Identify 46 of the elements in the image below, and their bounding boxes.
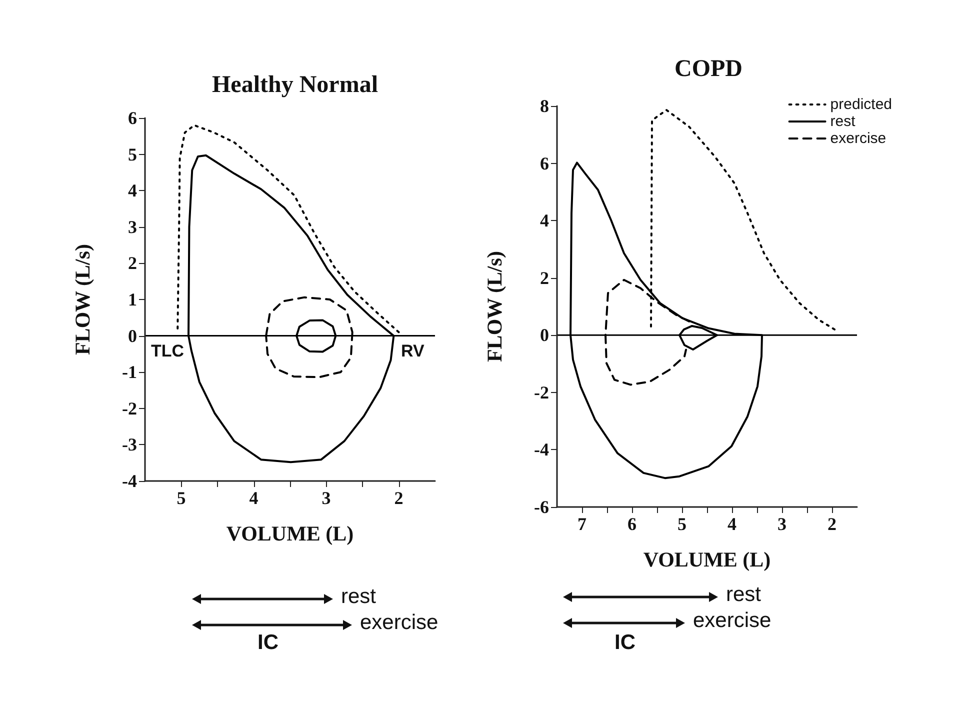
y-axis-title: FLOW (L/s): [70, 244, 94, 356]
x-tick-label: 2: [828, 514, 836, 534]
annotation: RV: [401, 341, 425, 360]
annotation: TLC: [150, 341, 184, 360]
text: exercise: [360, 611, 438, 635]
x-tick-label: 4: [249, 488, 258, 508]
legend-label: exercise: [830, 130, 886, 147]
y-tick-label: 5: [128, 144, 137, 164]
y-tick-label: -4: [534, 440, 549, 460]
chart-title: Healthy Normal: [212, 72, 378, 98]
y-tick-label: 1: [128, 290, 137, 310]
y-tick-label: 0: [540, 325, 549, 346]
y-tick-label: 6: [540, 153, 549, 174]
y-tick-label: 4: [540, 210, 549, 231]
y-tick-label: -2: [534, 382, 549, 402]
text: IC: [256, 631, 280, 655]
y-tick-label: 0: [128, 326, 137, 346]
x-tick-label: 4: [728, 514, 736, 534]
y-tick-label: 2: [540, 268, 549, 288]
text: IC: [614, 631, 636, 655]
y-tick-label: -3: [122, 434, 137, 455]
legend-label: predicted: [830, 96, 892, 113]
y-axis-title: FLOW (L/s): [482, 250, 506, 362]
text: exercise: [693, 609, 772, 633]
text: rest: [341, 585, 376, 609]
y-tick-label: 6: [128, 108, 137, 128]
chart-title: COPD: [674, 56, 742, 82]
y-tick-label: -2: [122, 398, 137, 418]
x-tick-label: 6: [628, 514, 636, 534]
y-tick-label: 3: [128, 216, 137, 237]
y-tick-label: 8: [540, 96, 549, 116]
legend-label: rest: [830, 113, 856, 130]
y-tick-label: 2: [128, 253, 137, 274]
text: rest: [726, 583, 762, 607]
x-axis-title: VOLUME (L): [643, 548, 771, 572]
x-tick-label: 3: [778, 514, 786, 534]
x-axis-title: VOLUME (L): [226, 522, 354, 546]
y-tick-label: 4: [128, 180, 137, 201]
x-tick-label: 7: [578, 514, 586, 534]
x-tick-label: 2: [394, 488, 404, 508]
x-tick-label: 5: [176, 488, 186, 508]
x-tick-label: 5: [678, 514, 686, 534]
y-tick-label: -6: [534, 497, 549, 517]
x-tick-label: 3: [322, 488, 331, 508]
y-tick-label: -1: [122, 362, 137, 382]
y-tick-label: -4: [122, 471, 137, 491]
